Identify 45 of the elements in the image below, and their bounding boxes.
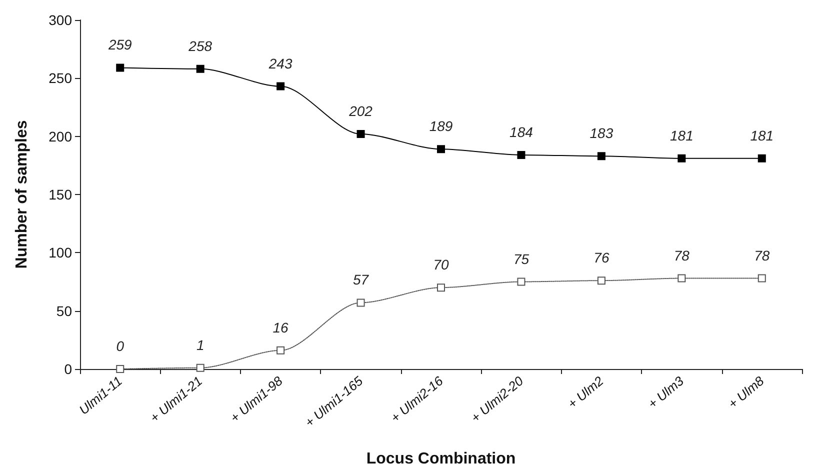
data-label: 0 (116, 338, 124, 354)
point (437, 145, 445, 154)
y-tick-label: 250 (48, 70, 72, 86)
point (276, 82, 285, 90)
point (356, 298, 365, 307)
data-label: 76 (594, 250, 610, 266)
data-label: 78 (754, 247, 770, 264)
y-tick-label: 100 (48, 244, 72, 261)
point (517, 150, 526, 159)
data-label: 243 (268, 55, 292, 72)
point (678, 154, 686, 162)
point (597, 152, 606, 160)
point (116, 64, 124, 72)
data-label: 258 (188, 38, 212, 54)
point (597, 276, 606, 285)
point (356, 130, 365, 138)
point (196, 364, 204, 372)
point (517, 278, 526, 286)
point (276, 346, 285, 354)
data-label: 259 (107, 36, 132, 53)
data-label: 75 (513, 250, 530, 267)
data-label: 57 (352, 272, 370, 288)
data-label: 183 (590, 125, 614, 142)
data-label: 202 (348, 103, 373, 120)
point (196, 64, 204, 73)
y-tick-label: 50 (56, 302, 72, 319)
data-label: 78 (674, 247, 690, 264)
y-axis-title: Number of samples (14, 120, 30, 269)
point (116, 365, 124, 373)
data-label: 70 (433, 256, 449, 273)
point (678, 274, 686, 282)
y-tick-label: 150 (48, 186, 72, 202)
y-tick-label: 0 (64, 361, 72, 377)
point (758, 274, 766, 282)
point (758, 154, 766, 162)
point (437, 284, 445, 292)
y-tick-label: 300 (48, 12, 72, 28)
data-label: 1 (196, 336, 204, 353)
data-label: 181 (750, 127, 774, 144)
data-label: 189 (429, 118, 453, 134)
data-label: 181 (670, 127, 694, 144)
x-axis-title: Locus Combination (366, 450, 516, 468)
data-label: 16 (272, 319, 289, 336)
y-tick-label: 200 (48, 128, 72, 144)
data-label: 184 (510, 124, 534, 140)
